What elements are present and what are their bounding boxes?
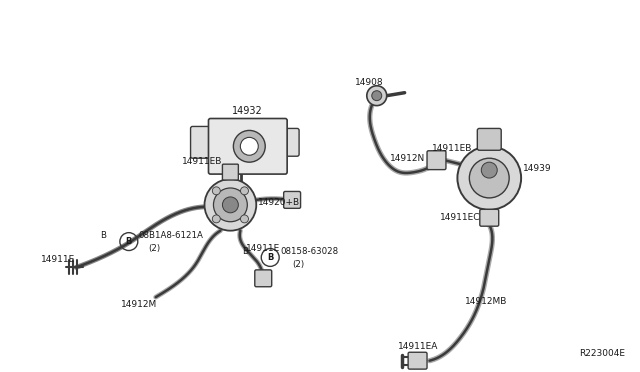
Circle shape — [372, 91, 381, 101]
FancyBboxPatch shape — [191, 126, 214, 158]
FancyBboxPatch shape — [223, 164, 238, 180]
FancyBboxPatch shape — [408, 352, 427, 369]
Text: (2): (2) — [148, 244, 161, 253]
Circle shape — [223, 197, 238, 213]
Text: 14911EC: 14911EC — [440, 213, 480, 222]
Text: B: B — [267, 253, 273, 262]
Circle shape — [212, 187, 220, 195]
Text: 14912M: 14912M — [121, 299, 157, 309]
Circle shape — [234, 131, 265, 162]
FancyBboxPatch shape — [427, 151, 446, 170]
Circle shape — [214, 188, 247, 222]
Circle shape — [212, 215, 220, 223]
Text: 14920+B: 14920+B — [259, 198, 300, 207]
Text: 14912N: 14912N — [390, 154, 425, 163]
Text: 14912MB: 14912MB — [465, 296, 508, 306]
Text: 14911EB: 14911EB — [431, 144, 472, 153]
Circle shape — [458, 146, 521, 210]
Circle shape — [469, 158, 509, 198]
FancyBboxPatch shape — [281, 128, 299, 156]
FancyBboxPatch shape — [284, 192, 301, 208]
Circle shape — [481, 162, 497, 178]
Text: 08B1A8-6121A: 08B1A8-6121A — [139, 231, 204, 240]
Text: 14939: 14939 — [523, 164, 552, 173]
Text: 14932: 14932 — [232, 106, 263, 116]
FancyBboxPatch shape — [477, 128, 501, 150]
Text: B: B — [125, 237, 132, 246]
Text: 14911E: 14911E — [246, 244, 280, 253]
Text: 14908: 14908 — [355, 78, 383, 87]
FancyBboxPatch shape — [480, 209, 499, 226]
FancyBboxPatch shape — [255, 270, 272, 287]
Text: 14911EB: 14911EB — [182, 157, 223, 166]
Circle shape — [241, 137, 259, 155]
Text: 14911E: 14911E — [41, 255, 76, 264]
Text: (2): (2) — [292, 260, 304, 269]
FancyBboxPatch shape — [209, 119, 287, 174]
Circle shape — [367, 86, 387, 106]
Circle shape — [241, 215, 248, 223]
Text: B: B — [243, 247, 248, 256]
Circle shape — [205, 179, 256, 231]
Text: 08158-63028: 08158-63028 — [280, 247, 339, 256]
Text: R223004E: R223004E — [579, 349, 625, 358]
Circle shape — [241, 187, 248, 195]
Text: B: B — [100, 231, 106, 240]
Text: 14911EA: 14911EA — [397, 342, 438, 351]
